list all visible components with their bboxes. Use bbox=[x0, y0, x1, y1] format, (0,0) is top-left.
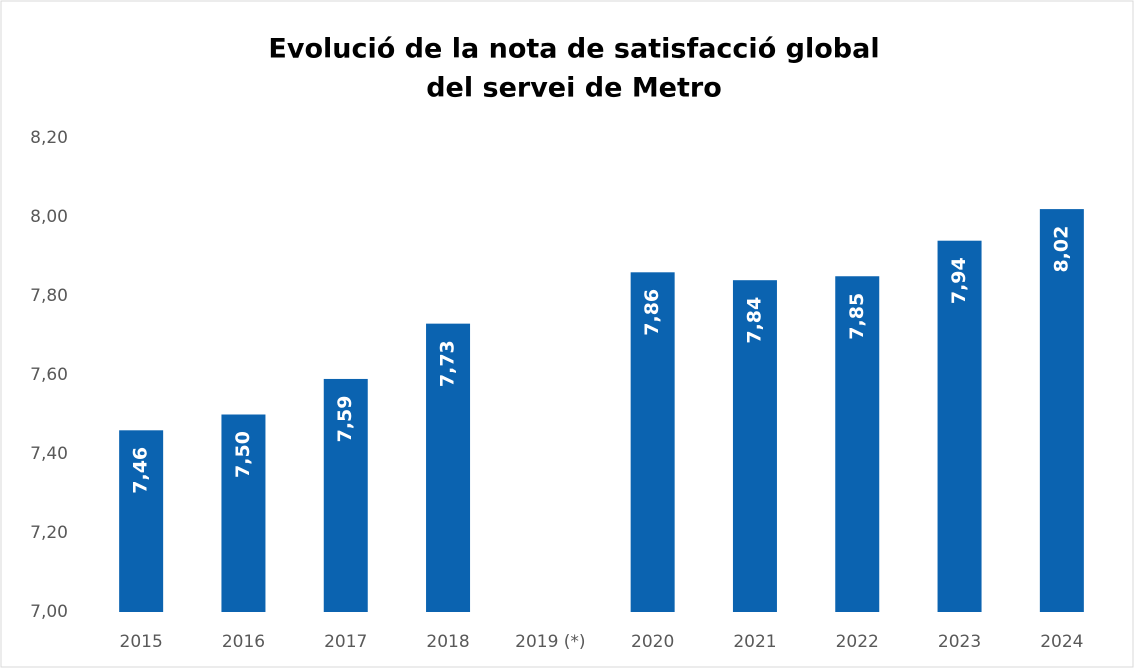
value-label: 7,50 bbox=[232, 431, 254, 478]
bar bbox=[119, 430, 164, 612]
x-tick-label: 2020 bbox=[631, 632, 674, 652]
x-tick-label: 2018 bbox=[426, 632, 469, 652]
value-label: 7,46 bbox=[130, 447, 152, 494]
value-label: 7,84 bbox=[743, 297, 765, 344]
bar bbox=[835, 276, 880, 612]
x-tick-label: 2017 bbox=[324, 632, 367, 652]
y-tick-label: 7,80 bbox=[30, 286, 68, 306]
y-tick-label: 7,20 bbox=[30, 523, 68, 543]
value-label: 8,02 bbox=[1050, 226, 1072, 273]
chart-title: Evolució de la nota de satisfacció globa… bbox=[268, 34, 879, 65]
bar bbox=[732, 280, 777, 612]
y-tick-label: 7,00 bbox=[30, 602, 68, 622]
value-label: 7,73 bbox=[437, 340, 459, 387]
x-tick-label: 2023 bbox=[938, 632, 981, 652]
x-tick-label: 2019 (*) bbox=[515, 632, 585, 652]
y-tick-label: 8,20 bbox=[30, 128, 68, 148]
x-tick-label: 2016 bbox=[222, 632, 265, 652]
x-tick-label: 2021 bbox=[733, 632, 776, 652]
value-label: 7,86 bbox=[641, 289, 663, 336]
x-tick-label: 2022 bbox=[836, 632, 879, 652]
value-label: 7,94 bbox=[948, 257, 970, 304]
chart-title: del servei de Metro bbox=[426, 73, 722, 104]
y-tick-label: 7,60 bbox=[30, 365, 68, 385]
bar bbox=[937, 240, 982, 612]
y-tick-label: 8,00 bbox=[30, 207, 68, 227]
bar bbox=[1039, 209, 1084, 612]
bar bbox=[630, 272, 675, 612]
value-label: 7,59 bbox=[334, 396, 356, 443]
x-tick-label: 2024 bbox=[1040, 632, 1083, 652]
y-tick-label: 7,40 bbox=[30, 444, 68, 464]
bar bbox=[221, 414, 266, 612]
x-tick-label: 2015 bbox=[120, 632, 163, 652]
bar bbox=[426, 323, 471, 612]
bar bbox=[323, 378, 368, 612]
value-label: 7,85 bbox=[846, 293, 868, 340]
